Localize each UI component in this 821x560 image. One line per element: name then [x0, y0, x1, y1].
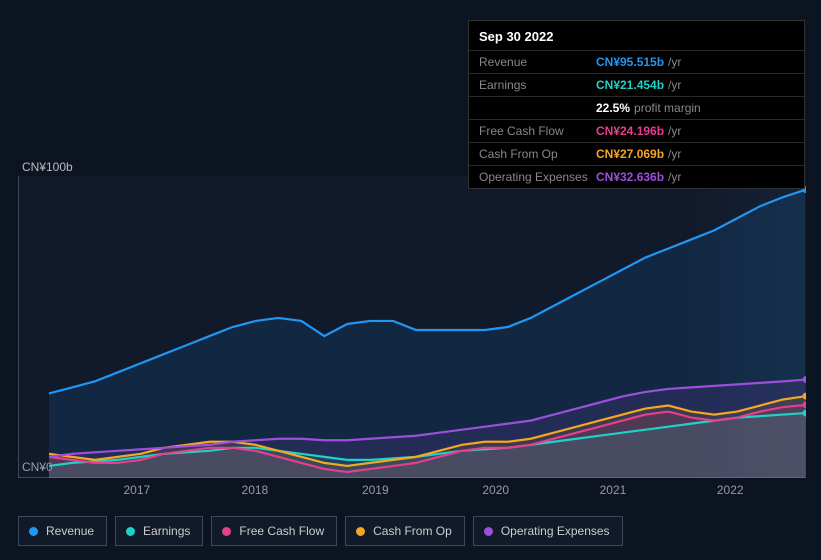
x-tick: 2021: [600, 483, 627, 497]
tooltip-rows: RevenueCN¥95.515b/yrEarningsCN¥21.454b/y…: [469, 50, 804, 188]
legend-dot: [29, 527, 38, 536]
legend-dot: [356, 527, 365, 536]
x-tick: 2019: [362, 483, 389, 497]
tooltip-row: Cash From OpCN¥27.069b/yr: [469, 142, 804, 165]
tooltip-row: EarningsCN¥21.454b/yr: [469, 73, 804, 96]
tooltip-row-label: Cash From Op: [479, 147, 596, 161]
tooltip-row-value: CN¥32.636b/yr: [596, 170, 681, 184]
legend-item-revenue[interactable]: Revenue: [18, 516, 107, 546]
x-tick: 2022: [717, 483, 744, 497]
tooltip-row-value: 22.5%profit margin: [596, 101, 701, 115]
tooltip-row-value: CN¥24.196b/yr: [596, 124, 681, 138]
tooltip-row-label: [479, 101, 596, 115]
tooltip-row: 22.5%profit margin: [469, 96, 804, 119]
legend-label: Revenue: [46, 524, 94, 538]
tooltip-row: RevenueCN¥95.515b/yr: [469, 50, 804, 73]
legend-item-cashop[interactable]: Cash From Op: [345, 516, 465, 546]
legend-label: Free Cash Flow: [239, 524, 324, 538]
tooltip-panel: Sep 30 2022 RevenueCN¥95.515b/yrEarnings…: [468, 20, 805, 189]
x-tick: 2020: [482, 483, 509, 497]
tooltip-row-value: CN¥21.454b/yr: [596, 78, 681, 92]
x-tick: 2018: [242, 483, 269, 497]
y-axis-top-label: CN¥100b: [22, 160, 73, 174]
chart-plot[interactable]: [18, 176, 805, 478]
legend-item-fcf[interactable]: Free Cash Flow: [211, 516, 337, 546]
x-axis-ticks: 2017 2018 2019 2020 2021 2022: [18, 483, 805, 503]
tooltip-row-label: Free Cash Flow: [479, 124, 596, 138]
legend-dot: [222, 527, 231, 536]
legend-item-opex[interactable]: Operating Expenses: [473, 516, 623, 546]
chart-svg: [19, 176, 806, 478]
tooltip-row-label: Operating Expenses: [479, 170, 596, 184]
legend-item-earnings[interactable]: Earnings: [115, 516, 203, 546]
legend-dot: [484, 527, 493, 536]
tooltip-row-value: CN¥95.515b/yr: [596, 55, 681, 69]
tooltip-row: Free Cash FlowCN¥24.196b/yr: [469, 119, 804, 142]
legend-label: Operating Expenses: [501, 524, 610, 538]
tooltip-row-label: Earnings: [479, 78, 596, 92]
legend-label: Cash From Op: [373, 524, 452, 538]
tooltip-row-label: Revenue: [479, 55, 596, 69]
legend-label: Earnings: [143, 524, 190, 538]
tooltip-row: Operating ExpensesCN¥32.636b/yr: [469, 165, 804, 188]
tooltip-row-value: CN¥27.069b/yr: [596, 147, 681, 161]
x-tick: 2017: [123, 483, 150, 497]
legend: Revenue Earnings Free Cash Flow Cash From O…: [18, 516, 623, 546]
tooltip-date: Sep 30 2022: [469, 21, 804, 50]
legend-dot: [126, 527, 135, 536]
